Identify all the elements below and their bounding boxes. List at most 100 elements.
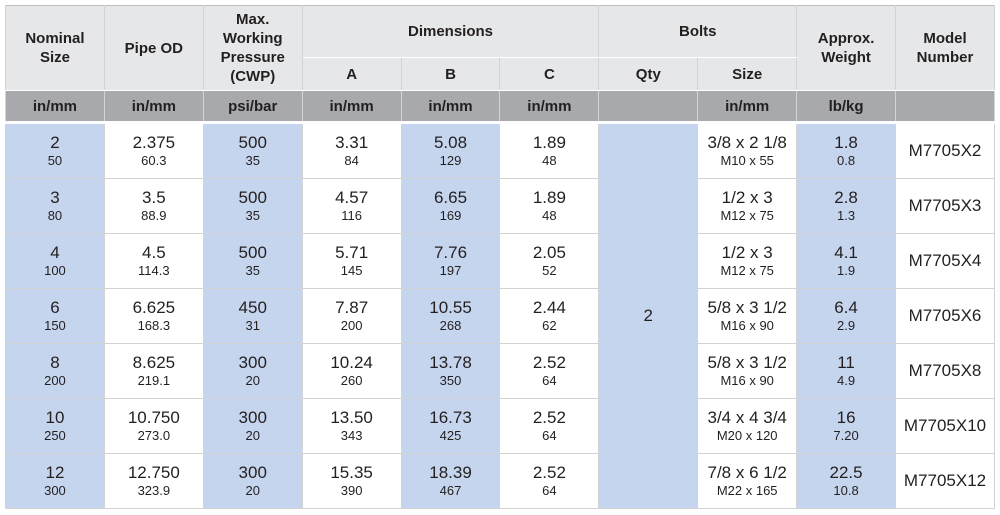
imperial-value: 3 (50, 188, 60, 207)
column-header: Pipe OD (103, 5, 204, 91)
column-header: Qty (598, 57, 699, 91)
column-header: Model Number (895, 5, 995, 91)
imperial-value: 11 (837, 353, 855, 372)
imperial-value: 4.5 (142, 243, 166, 262)
value-cell: 7.87 200 (301, 288, 402, 344)
units-row: in/mm in/mm psi/bar in/mm in/mm in/mm in/mm lb/… (5, 90, 995, 124)
imperial-value: 5/8 x 3 1/2 (707, 353, 787, 372)
value-cell: 8 200 (5, 343, 105, 399)
column-header: Nominal Size (5, 5, 105, 91)
unit-cell: in/mm (499, 90, 600, 124)
value-cell: 10 250 (5, 398, 105, 454)
data-row: 10 250 10.750 273.0 300 20 13.50 343 16.73 425 2.5… (5, 398, 995, 454)
metric-value: 4.9 (837, 373, 856, 388)
data-row: 6 150 6.625 168.3 450 31 7.87 200 10.55 268 2.44 62… (5, 288, 995, 344)
imperial-value: 10.55 (429, 298, 472, 317)
metric-value: 200 (340, 318, 363, 333)
metric-value: 35 (245, 208, 260, 223)
value-cell: 6.4 2.9 (796, 288, 897, 344)
model-number: M7705X6 (895, 288, 995, 344)
metric-value: 10.8 (833, 483, 859, 498)
imperial-value: 8 (50, 353, 60, 372)
metric-value: 114.3 (138, 263, 170, 278)
imperial-value: 6 (50, 298, 60, 317)
model-number: M7705X12 (895, 453, 995, 509)
value-cell: 7/8 x 6 1/2 M22 x 165 (697, 453, 798, 509)
imperial-value: 2.52 (532, 353, 566, 372)
imperial-value: 2.52 (532, 463, 566, 482)
metric-value: 197 (439, 263, 462, 278)
metric-value: 64 (542, 373, 557, 388)
value-cell: 2.52 64 (499, 398, 600, 454)
data-row: 3 80 3.5 88.9 500 35 4.57 116 6.65 169 1.89 48 1/2 x… (5, 178, 995, 234)
value-cell: 3.31 84 (301, 122, 402, 179)
imperial-value: 1.8 (834, 133, 858, 152)
value-cell: 500 35 (202, 178, 303, 234)
unit-cell: in/mm (103, 90, 204, 124)
value-cell: 6.625 168.3 (103, 288, 204, 344)
imperial-value: 1.89 (532, 133, 566, 152)
group-header: Dimensions (301, 5, 600, 58)
imperial-value: 18.39 (429, 463, 472, 482)
metric-value: 7.20 (833, 428, 859, 443)
value-cell: 13.50 343 (301, 398, 402, 454)
value-cell: 16 7.20 (796, 398, 897, 454)
imperial-value: 300 (238, 408, 267, 427)
value-cell: 2 50 (5, 122, 105, 179)
metric-value: 20 (245, 428, 260, 443)
bolt-qty: 2 (598, 122, 699, 509)
imperial-value: 3/8 x 2 1/8 (707, 133, 787, 152)
value-cell: 3/8 x 2 1/8 M10 x 55 (697, 122, 798, 179)
imperial-value: 300 (238, 463, 267, 482)
value-cell: 15.35 390 (301, 453, 402, 509)
metric-value: M10 x 55 (720, 153, 774, 168)
imperial-value: 4.1 (834, 243, 858, 262)
unit-cell (895, 90, 995, 124)
value-cell: 300 20 (202, 343, 303, 399)
imperial-value: 2.8 (834, 188, 858, 207)
imperial-value: 22.5 (829, 463, 863, 482)
unit-cell: in/mm (5, 90, 105, 124)
value-cell: 7.76 197 (400, 233, 501, 289)
metric-value: 168.3 (137, 318, 171, 333)
value-cell: 1/2 x 3 M12 x 75 (697, 233, 798, 289)
imperial-value: 4 (50, 243, 60, 262)
metric-value: 20 (245, 373, 260, 388)
imperial-value: 6.4 (834, 298, 858, 317)
value-cell: 5/8 x 3 1/2 M16 x 90 (697, 343, 798, 399)
metric-value: M20 x 120 (716, 428, 778, 443)
unit-cell: psi/bar (202, 90, 303, 124)
column-header: B (400, 57, 501, 91)
model-number: M7705X8 (895, 343, 995, 399)
value-cell: 5.08 129 (400, 122, 501, 179)
imperial-value: 1/2 x 3 (721, 188, 773, 207)
value-cell: 450 31 (202, 288, 303, 344)
value-cell: 1.8 0.8 (796, 122, 897, 179)
imperial-value: 7/8 x 6 1/2 (707, 463, 787, 482)
imperial-value: 1.89 (532, 188, 566, 207)
value-cell: 2.52 64 (499, 453, 600, 509)
imperial-value: 3.5 (142, 188, 166, 207)
value-cell: 22.5 10.8 (796, 453, 897, 509)
metric-value: 425 (439, 428, 462, 443)
imperial-value: 5.71 (335, 243, 369, 262)
metric-value: 219.1 (137, 373, 171, 388)
imperial-value: 13.50 (330, 408, 373, 427)
data-row: 12 300 12.750 323.9 300 20 15.35 390 18.39 467 2.5… (5, 453, 995, 509)
imperial-value: 12 (45, 463, 65, 482)
metric-value: 169 (439, 208, 462, 223)
value-cell: 1.89 48 (499, 122, 600, 179)
metric-value: 200 (44, 373, 66, 388)
metric-value: 35 (245, 153, 260, 168)
column-header: Max. Working Pressure (CWP) (202, 5, 303, 91)
imperial-value: 2.375 (132, 133, 176, 152)
metric-value: 80 (47, 208, 63, 223)
imperial-value: 2.44 (532, 298, 566, 317)
value-cell: 4.57 116 (301, 178, 402, 234)
imperial-value: 8.625 (132, 353, 176, 372)
column-header: A (301, 57, 402, 91)
metric-value: 343 (340, 428, 363, 443)
metric-value: 323.9 (137, 483, 171, 498)
metric-value: 250 (44, 428, 66, 443)
